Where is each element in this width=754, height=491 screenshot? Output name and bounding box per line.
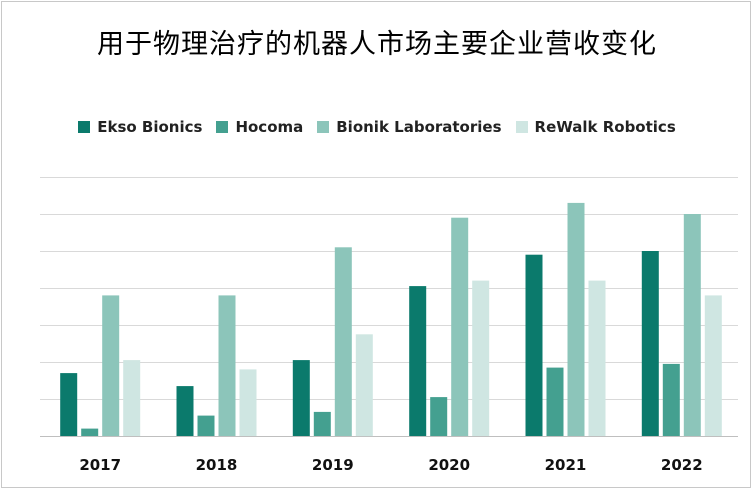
legend-label-hocoma: Hocoma (235, 118, 304, 136)
legend-label-rewalk-robotics: ReWalk Robotics (534, 118, 676, 136)
legend-swatch-bionik-laboratories (317, 121, 330, 133)
x-tick-label: 2018 (196, 456, 238, 474)
bar-hocoma-2017 (81, 428, 99, 436)
bar-hocoma-2021 (546, 367, 564, 436)
bar-rewalk-robotics-2022 (704, 295, 722, 436)
bar-bionik-laboratories-2019 (334, 247, 352, 436)
bar-rewalk-robotics-2018 (239, 369, 257, 436)
x-tick-label: 2017 (79, 456, 121, 474)
bar-rewalk-robotics-2019 (355, 334, 373, 437)
bar-hocoma-2018 (197, 415, 215, 436)
bar-bionik-laboratories-2022 (683, 214, 701, 436)
x-tick-label: 2020 (428, 456, 470, 474)
legend-swatch-rewalk-robotics (515, 121, 528, 133)
x-tick-label: 2021 (545, 456, 587, 474)
legend-label-bionik-laboratories: Bionik Laboratories (336, 118, 502, 136)
bar-hocoma-2019 (313, 411, 331, 436)
chart-legend: Ekso Bionics Hocoma Bionik Laboratories … (0, 118, 754, 136)
bar-hocoma-2022 (662, 363, 680, 436)
bar-ekso-bionics-2022 (641, 251, 659, 436)
gridlines (40, 177, 738, 437)
bar-bionik-laboratories-2021 (567, 202, 585, 436)
x-axis-ticks: 2017 2018 2019 2020 2021 2022 (79, 456, 702, 474)
bar-ekso-bionics-2018 (176, 386, 194, 436)
bar-hocoma-2020 (430, 397, 448, 436)
chart-title: 用于物理治疗的机器人市场主要企业营收变化 (97, 29, 657, 60)
x-tick-label: 2019 (312, 456, 354, 474)
bar-rewalk-robotics-2021 (588, 280, 606, 436)
bar-bionik-laboratories-2018 (218, 295, 236, 436)
bar-ekso-bionics-2021 (525, 254, 543, 436)
legend-item-rewalk-robotics: ReWalk Robotics (515, 118, 676, 136)
legend-label-ekso-bionics: Ekso Bionics (97, 118, 203, 136)
legend-swatch-hocoma (216, 121, 229, 133)
bars (60, 202, 722, 437)
bar-rewalk-robotics-2017 (123, 360, 141, 436)
legend-item-ekso-bionics: Ekso Bionics (78, 118, 202, 136)
x-tick-label: 2022 (661, 456, 703, 474)
legend-item-hocoma: Hocoma (216, 118, 303, 136)
legend-swatch-ekso-bionics (78, 121, 91, 133)
bar-bionik-laboratories-2017 (102, 295, 120, 436)
legend-item-bionik-laboratories: Bionik Laboratories (317, 118, 502, 136)
bar-rewalk-robotics-2020 (472, 280, 490, 436)
bar-bionik-laboratories-2020 (451, 217, 469, 436)
bar-ekso-bionics-2019 (292, 360, 310, 436)
bar-ekso-bionics-2020 (409, 286, 427, 436)
bar-ekso-bionics-2017 (60, 373, 78, 436)
